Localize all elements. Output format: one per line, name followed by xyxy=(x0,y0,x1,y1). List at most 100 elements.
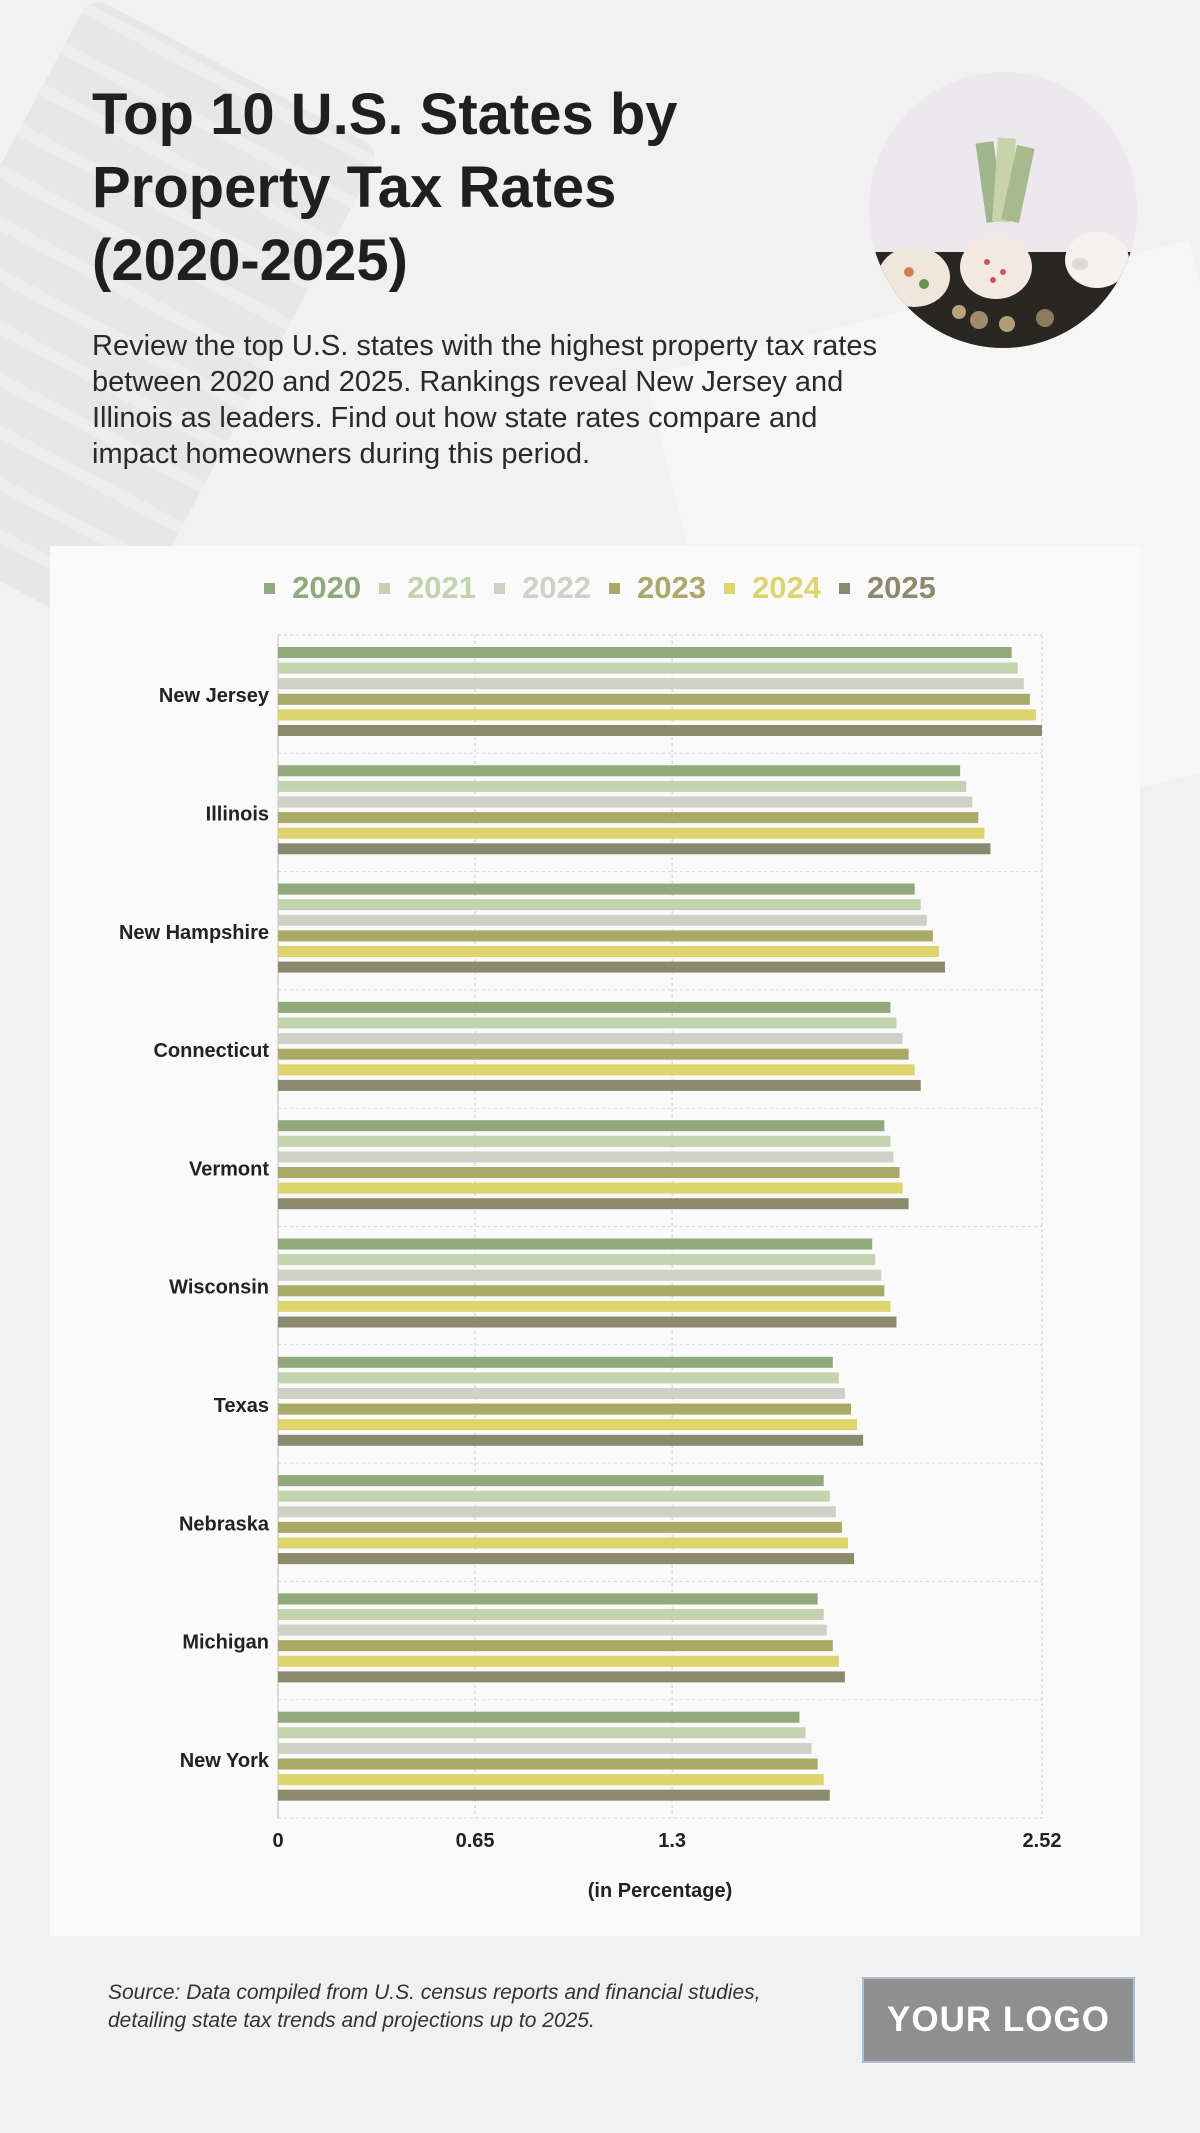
bar-2023 xyxy=(278,1521,842,1533)
legend-swatch-2024 xyxy=(723,582,735,594)
bar-2023 xyxy=(278,1285,885,1297)
bar-2024 xyxy=(278,1655,839,1667)
category-label: Wisconsin xyxy=(169,1277,269,1299)
bar-2021 xyxy=(278,780,967,792)
bar-2022 xyxy=(278,678,1024,690)
bar-2024 xyxy=(278,1774,824,1786)
bar-2025 xyxy=(278,1079,921,1091)
logo-placeholder: YOUR LOGO xyxy=(862,1977,1135,2063)
bar-2020 xyxy=(278,1593,818,1605)
category-label: Vermont xyxy=(189,1158,269,1180)
bar-2025 xyxy=(278,1553,855,1565)
bar-2024 xyxy=(278,827,985,839)
chart-legend: 2020 2021 2022 2023 2024 2025 xyxy=(0,570,1200,606)
category-label: Michigan xyxy=(182,1632,269,1654)
bar-2023 xyxy=(278,1640,833,1652)
legend-swatch-2020 xyxy=(264,582,276,594)
bar-2025 xyxy=(278,725,1042,736)
bar-2020 xyxy=(278,1001,891,1013)
bar-2023 xyxy=(278,1048,909,1060)
category-label: New Jersey xyxy=(159,685,270,707)
bar-2023 xyxy=(278,1167,900,1178)
bar-2024 xyxy=(278,1182,903,1194)
bar-2020 xyxy=(278,1356,833,1368)
bar-2024 xyxy=(278,946,939,957)
legend-item-2023: 2023 xyxy=(609,570,706,606)
bar-2022 xyxy=(278,1624,827,1636)
bar-2022 xyxy=(278,1742,812,1754)
legend-label-2022: 2022 xyxy=(522,570,591,605)
bar-2022 xyxy=(278,914,927,926)
category-label: Connecticut xyxy=(153,1040,269,1062)
category-label: Nebraska xyxy=(179,1513,270,1535)
bar-2022 xyxy=(278,1506,836,1518)
legend-swatch-2025 xyxy=(838,582,850,594)
bar-2021 xyxy=(278,899,921,911)
bar-2022 xyxy=(278,1388,845,1399)
bar-2022 xyxy=(278,1151,894,1163)
bar-2023 xyxy=(278,693,1030,705)
bar-2023 xyxy=(278,1758,818,1770)
bar-2022 xyxy=(278,1033,903,1045)
bar-2025 xyxy=(278,1789,830,1801)
x-tick-label: 1.3 xyxy=(658,1830,686,1852)
bar-2021 xyxy=(278,1490,830,1502)
legend-item-2021: 2021 xyxy=(379,570,476,606)
x-tick-label: 2.52 xyxy=(1023,1830,1062,1852)
bar-2020 xyxy=(278,1711,800,1723)
bar-2024 xyxy=(278,1064,915,1076)
bar-2023 xyxy=(278,812,979,824)
bar-2025 xyxy=(278,1671,845,1683)
bar-2021 xyxy=(278,1372,839,1384)
bar-2020 xyxy=(278,765,961,777)
category-label: Texas xyxy=(214,1395,269,1417)
legend-item-2025: 2025 xyxy=(838,570,936,606)
piggy-bank-illustration xyxy=(869,72,1137,348)
bar-2021 xyxy=(278,662,1018,674)
bar-2025 xyxy=(278,961,945,973)
bar-2021 xyxy=(278,1609,824,1620)
page-subtitle: Review the top U.S. states with the high… xyxy=(92,330,877,470)
legend-item-2024: 2024 xyxy=(723,570,821,606)
bar-2023 xyxy=(278,930,933,942)
bar-2025 xyxy=(278,1198,909,1210)
bar-2022 xyxy=(278,1269,882,1281)
x-tick-label: 0 xyxy=(272,1830,283,1852)
bar-2023 xyxy=(278,1403,851,1415)
bar-2025 xyxy=(278,1316,897,1328)
page-title: Top 10 U.S. States by Property Tax Rates… xyxy=(92,82,678,293)
bar-2021 xyxy=(278,1135,891,1147)
piggy-bank-photo xyxy=(869,72,1137,348)
bar-2024 xyxy=(278,1300,891,1312)
source-note: Source: Data compiled from U.S. census r… xyxy=(108,1981,761,2032)
category-label: New York xyxy=(180,1750,270,1772)
bar-2024 xyxy=(278,1537,848,1549)
legend-label-2023: 2023 xyxy=(637,570,706,605)
bar-2021 xyxy=(278,1017,897,1029)
bar-2020 xyxy=(278,1120,885,1132)
bar-2021 xyxy=(278,1254,876,1266)
bar-2020 xyxy=(278,1238,873,1250)
category-label: New Hampshire xyxy=(119,922,269,944)
category-label: Illinois xyxy=(206,803,269,825)
bar-2020 xyxy=(278,883,915,895)
x-tick-label: 0.65 xyxy=(456,1830,495,1852)
bar-2024 xyxy=(278,1419,858,1431)
bar-2020 xyxy=(278,1475,824,1487)
bar-2025 xyxy=(278,1434,864,1446)
bar-2025 xyxy=(278,843,991,855)
legend-label-2025: 2025 xyxy=(866,570,936,605)
bar-2020 xyxy=(278,647,1012,658)
legend-label-2020: 2020 xyxy=(292,570,362,605)
legend-swatch-2023 xyxy=(609,582,620,594)
legend-item-2022: 2022 xyxy=(494,570,591,606)
x-axis-label: (in Percentage) xyxy=(588,1880,732,1902)
bar-2022 xyxy=(278,796,973,808)
bar-2021 xyxy=(278,1727,806,1739)
legend-item-2020: 2020 xyxy=(264,570,361,606)
legend-swatch-2021 xyxy=(379,582,391,594)
legend-swatch-2022 xyxy=(494,582,506,594)
legend-label-2024: 2024 xyxy=(751,570,821,605)
legend-label-2021: 2021 xyxy=(407,570,477,605)
